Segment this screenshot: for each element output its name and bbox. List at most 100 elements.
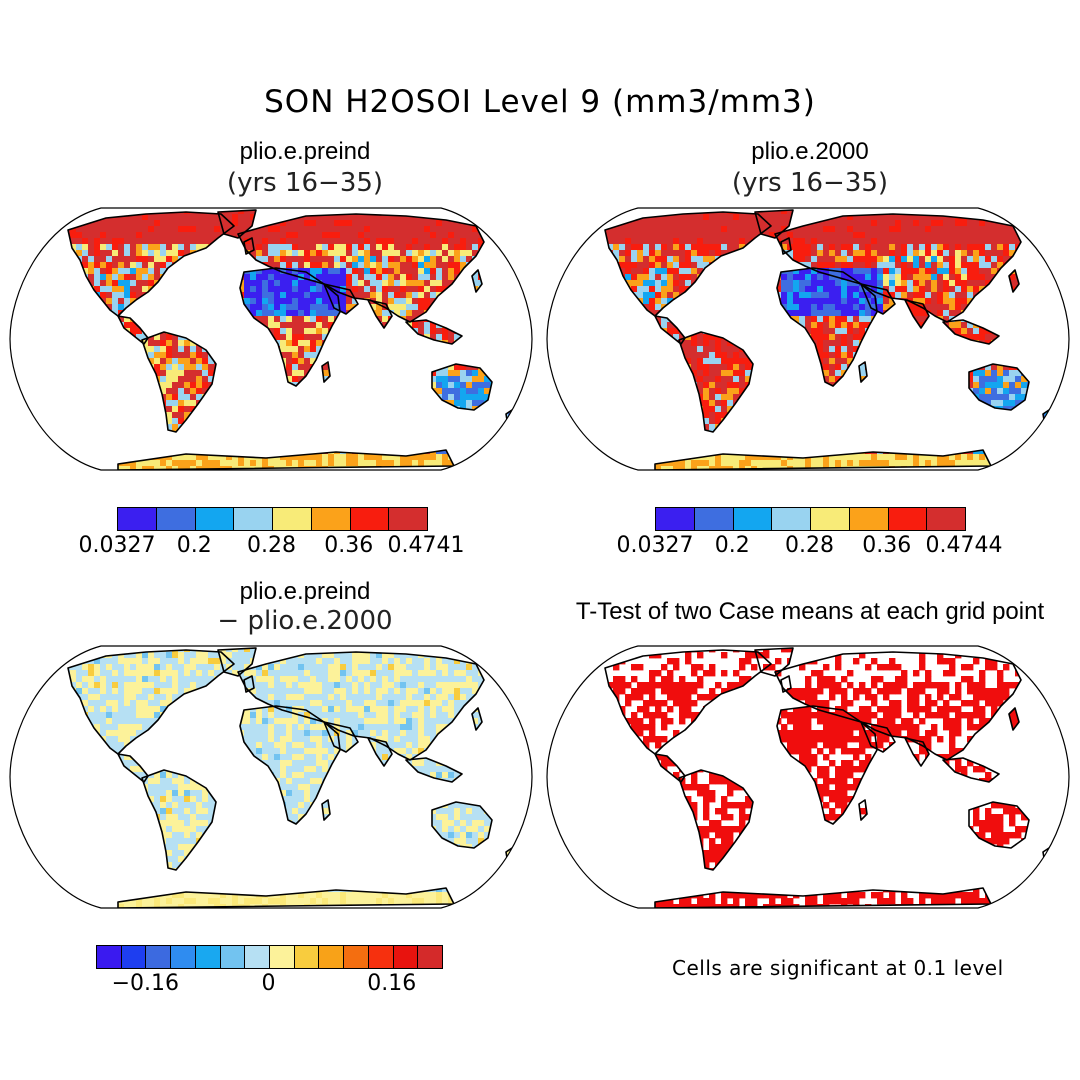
- coastline-madagascar: [858, 799, 868, 821]
- map-preind: [9, 207, 533, 471]
- panel-title-preind: plio.e.preind: [239, 138, 371, 165]
- panel-subtitle-diff: − plio.e.2000: [217, 606, 393, 636]
- panel-title-diff: plio.e.preind: [239, 578, 371, 605]
- colorbar-swatch: [156, 508, 196, 530]
- colorbar-swatch: [146, 946, 172, 968]
- coastline-centralAmerica: [117, 315, 149, 345]
- coastline-southAmerica: [141, 331, 217, 433]
- colorbar-tick-label: 0.28: [785, 533, 834, 558]
- colorbar-swatch: [195, 946, 221, 968]
- coastline-japan: [471, 707, 483, 731]
- coastline-arabia: [323, 283, 359, 315]
- colorbar-swatch: [694, 508, 734, 530]
- coastline-centralAmerica: [654, 315, 686, 345]
- colorbar-swatch: [344, 946, 369, 968]
- colorbar-swatch: [389, 508, 427, 530]
- coastline-uk: [780, 237, 792, 255]
- coastline-india: [904, 299, 930, 329]
- colorbar-swatch: [811, 508, 850, 530]
- colorbar-swatch: [220, 946, 246, 968]
- coastline-madagascar: [321, 361, 331, 383]
- coastline-centralAmerica: [117, 753, 149, 783]
- colorbar-swatch: [270, 946, 295, 968]
- map-difference: [9, 645, 533, 909]
- colorbar-swatch: [118, 508, 157, 530]
- colorbar-swatch: [772, 508, 811, 530]
- map-border: [9, 207, 533, 471]
- significance-note: Cells are significant at 0.1 level: [672, 956, 1004, 980]
- colorbar-swatch: [311, 508, 351, 530]
- colorbar-tick-label: 0.4744: [925, 533, 1003, 558]
- colorbar-swatch: [121, 946, 147, 968]
- colorbar-swatch: [350, 508, 390, 530]
- coastline-southAmerica: [678, 331, 754, 433]
- map-border: [9, 645, 533, 909]
- coastline-seAsia: [405, 757, 463, 783]
- colorbar-tick-label: 0.2: [176, 533, 212, 558]
- colorbar-swatch: [294, 946, 320, 968]
- map-border: [546, 207, 1070, 471]
- coastline-australia: [431, 801, 493, 849]
- colorbar-tick-label: 0.36: [324, 533, 374, 558]
- coastline-india: [367, 737, 393, 767]
- coastline-antarctica: [654, 887, 992, 908]
- map-border: [546, 645, 1070, 909]
- panel-title-ttest: T-Test of two Case means at each grid po…: [575, 598, 1045, 625]
- coastline-australia: [968, 363, 1030, 411]
- coastline-southAmerica: [141, 769, 217, 871]
- coastline-arabia: [323, 721, 359, 753]
- map-2000: [546, 207, 1070, 471]
- panel-title-2000: plio.e.2000: [751, 138, 869, 165]
- coastline-japan: [1008, 269, 1020, 293]
- colorbar-swatch: [849, 508, 889, 530]
- coastline-uk: [243, 237, 255, 255]
- coastline-uk: [243, 675, 255, 693]
- colorbar-tick-label: −0.16: [111, 971, 179, 996]
- coastline-japan: [471, 269, 483, 293]
- coastline-seAsia: [942, 319, 1000, 345]
- map-ttest: [546, 645, 1070, 909]
- coastline-madagascar: [321, 799, 331, 821]
- colorbar-tick-label: 0.0327: [78, 533, 156, 558]
- coastline-southAmerica: [678, 769, 754, 871]
- coastline-india: [904, 737, 930, 767]
- coastline-northAmerica: [67, 211, 235, 317]
- coastline-japan: [1008, 707, 1020, 731]
- coastline-arabia: [860, 721, 896, 753]
- coastline-seAsia: [405, 319, 463, 345]
- coastline-northAmerica: [67, 649, 235, 755]
- colorbar-swatch: [319, 946, 345, 968]
- colorbar-2000: [655, 507, 966, 531]
- colorbar-swatch: [418, 946, 443, 968]
- coastline-northAmerica: [604, 649, 772, 755]
- coastline-australia: [968, 801, 1030, 849]
- panel-subtitle-preind: (yrs 16−35): [226, 168, 384, 198]
- figure-title: SON H2OSOI Level 9 (mm3/mm3): [264, 84, 816, 120]
- colorbar-swatch: [368, 946, 394, 968]
- colorbar-tick-label: 0.0327: [616, 533, 694, 558]
- coastline-madagascar: [858, 361, 868, 383]
- colorbar-tick-label: 0.36: [862, 533, 912, 558]
- coastline-northAmerica: [604, 211, 772, 317]
- coastline-arabia: [860, 283, 896, 315]
- colorbar-swatch: [234, 508, 273, 530]
- coastline-seAsia: [942, 757, 1000, 783]
- panel-subtitle-2000: (yrs 16−35): [731, 168, 889, 198]
- colorbar-swatch: [733, 508, 773, 530]
- colorbar-preind: [117, 507, 428, 531]
- colorbar-swatch: [393, 946, 419, 968]
- colorbar-tick-label: 0.28: [247, 533, 296, 558]
- colorbar-swatch: [927, 508, 965, 530]
- coastline-antarctica: [654, 449, 992, 470]
- coastline-antarctica: [117, 887, 455, 908]
- colorbar-swatch: [171, 946, 196, 968]
- colorbar-swatch: [888, 508, 928, 530]
- colorbar-swatch: [273, 508, 312, 530]
- coastline-uk: [780, 675, 792, 693]
- coastline-antarctica: [117, 449, 455, 470]
- colorbar-tick-label: 0.4741: [387, 533, 465, 558]
- colorbar-swatch: [195, 508, 235, 530]
- colorbar-tick-label: 0: [261, 971, 276, 996]
- colorbar-swatch: [245, 946, 271, 968]
- coastline-india: [367, 299, 393, 329]
